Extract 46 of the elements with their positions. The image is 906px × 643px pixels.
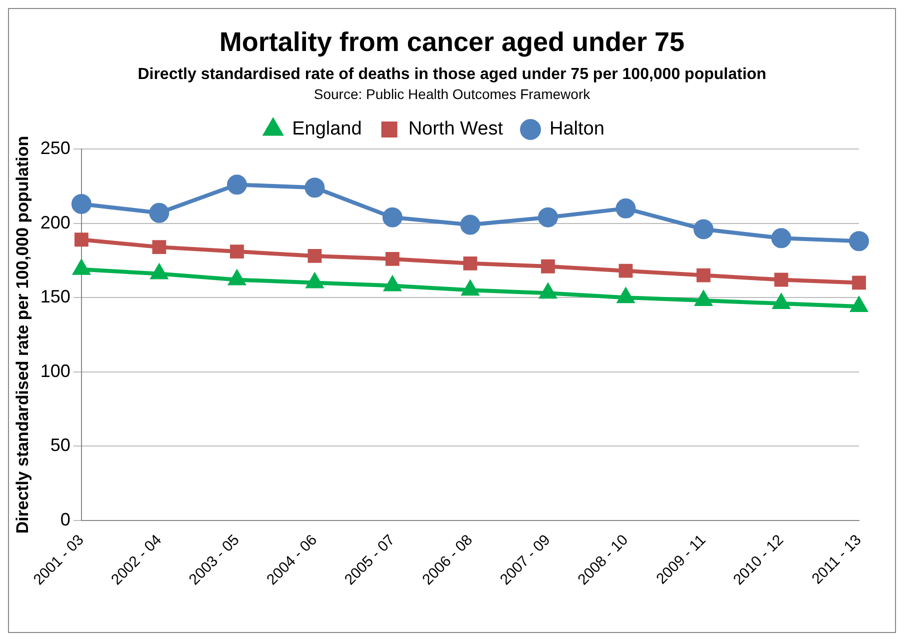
point <box>71 194 92 214</box>
point <box>384 276 401 292</box>
point <box>230 244 244 258</box>
point <box>152 240 166 254</box>
y-tick-label: 50 <box>50 435 70 456</box>
point <box>540 284 556 299</box>
point <box>538 207 558 228</box>
y-axis-title: Directly standardised rate per 100,000 population <box>12 136 32 534</box>
point <box>850 297 868 312</box>
point <box>849 231 869 252</box>
point <box>306 274 323 288</box>
chart-subtitle: Directly standardised rate of deaths in those aged under 75 per 100,000 population <box>136 65 768 85</box>
point <box>463 256 478 270</box>
y-tick-label: 150 <box>40 286 70 307</box>
point <box>541 259 555 274</box>
legend-label: North West <box>408 118 504 140</box>
source-note: Source: Public Health Outcomes Framework <box>312 86 592 102</box>
point <box>304 178 325 198</box>
point <box>616 198 636 218</box>
point <box>773 294 790 310</box>
y-tick-label: 250 <box>40 138 70 158</box>
y-tick-label: 200 <box>40 212 70 232</box>
point <box>149 202 170 223</box>
y-tick-label: 100 <box>40 360 70 381</box>
point <box>308 249 322 263</box>
point <box>382 207 402 228</box>
point <box>852 276 866 290</box>
point <box>774 272 788 287</box>
point <box>618 264 633 278</box>
legend-label: Halton <box>549 118 604 140</box>
point <box>693 219 714 240</box>
point <box>462 281 478 296</box>
point <box>460 214 480 235</box>
y-tick-label: 0 <box>60 509 70 530</box>
point <box>695 292 712 306</box>
point <box>226 174 247 195</box>
point <box>228 270 246 286</box>
point <box>771 228 792 248</box>
point <box>151 264 168 280</box>
point <box>74 232 88 247</box>
point <box>696 268 710 282</box>
legend-label: England <box>292 118 362 140</box>
point <box>618 288 634 304</box>
point <box>73 260 90 275</box>
chart-title: Mortality from cancer aged under 75 <box>218 27 686 58</box>
point <box>386 252 400 266</box>
